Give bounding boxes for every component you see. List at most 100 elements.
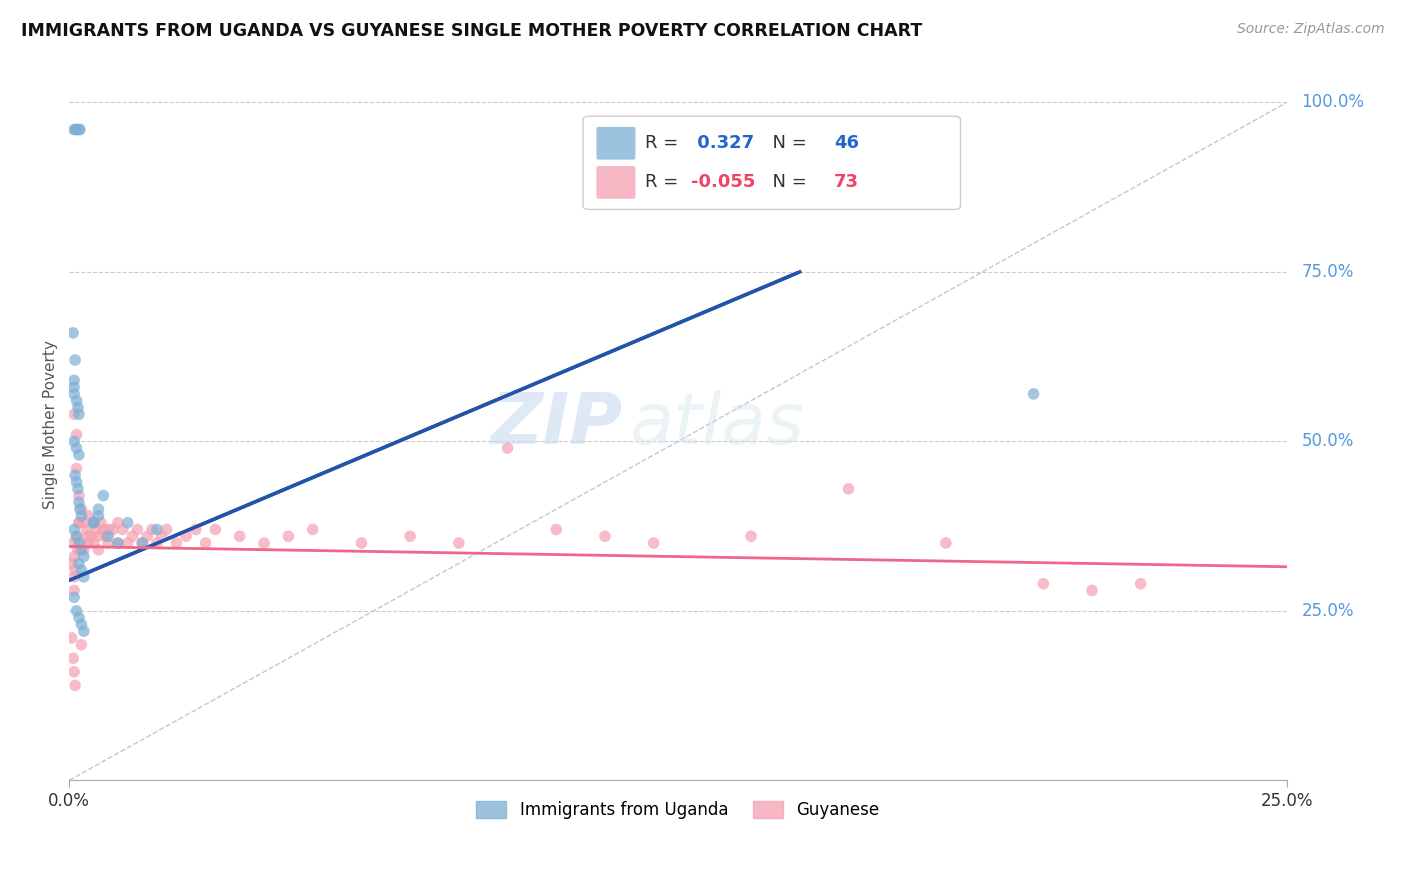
Guyanese	[496, 441, 519, 455]
Text: ZIP: ZIP	[491, 390, 623, 458]
Text: -0.055: -0.055	[692, 173, 756, 192]
Guyanese	[94, 529, 117, 543]
Guyanese	[101, 523, 124, 537]
Text: 75.0%: 75.0%	[1302, 263, 1354, 281]
Immigrants from Uganda	[87, 502, 110, 516]
Guyanese	[1081, 583, 1104, 598]
Immigrants from Uganda	[63, 373, 86, 387]
Guyanese	[87, 529, 110, 543]
Guyanese	[194, 536, 217, 550]
Text: R =: R =	[645, 135, 685, 153]
Text: 0.327: 0.327	[692, 135, 755, 153]
Text: 25.0%: 25.0%	[1302, 602, 1354, 620]
Guyanese	[91, 523, 114, 537]
Text: R =: R =	[645, 173, 685, 192]
Immigrants from Uganda	[107, 536, 129, 550]
Guyanese	[77, 508, 100, 523]
Legend: Immigrants from Uganda, Guyanese: Immigrants from Uganda, Guyanese	[470, 794, 886, 825]
Guyanese	[63, 563, 86, 577]
Immigrants from Uganda	[66, 482, 89, 496]
Immigrants from Uganda	[73, 624, 96, 639]
Immigrants from Uganda	[67, 610, 90, 624]
Guyanese	[350, 536, 373, 550]
Guyanese	[70, 502, 93, 516]
Text: Source: ZipAtlas.com: Source: ZipAtlas.com	[1237, 22, 1385, 37]
Immigrants from Uganda	[65, 475, 87, 489]
Immigrants from Uganda	[97, 529, 120, 543]
Immigrants from Uganda	[65, 529, 87, 543]
Immigrants from Uganda	[63, 122, 86, 136]
Guyanese	[67, 516, 90, 530]
Immigrants from Uganda	[63, 387, 86, 401]
Guyanese	[447, 536, 470, 550]
Immigrants from Uganda	[63, 468, 86, 483]
Immigrants from Uganda	[1022, 387, 1045, 401]
Immigrants from Uganda	[146, 523, 169, 537]
Guyanese	[546, 523, 568, 537]
Guyanese	[65, 529, 87, 543]
Guyanese	[73, 542, 96, 557]
Guyanese	[70, 536, 93, 550]
Immigrants from Uganda	[63, 380, 86, 394]
Guyanese	[77, 536, 100, 550]
Guyanese	[131, 536, 153, 550]
Guyanese	[837, 482, 859, 496]
Text: N =: N =	[761, 173, 813, 192]
Guyanese	[60, 557, 83, 571]
Guyanese	[184, 523, 207, 537]
Guyanese	[87, 542, 110, 557]
Guyanese	[643, 536, 665, 550]
Text: 46: 46	[834, 135, 859, 153]
Guyanese	[76, 529, 98, 543]
Guyanese	[62, 651, 84, 665]
Guyanese	[63, 583, 86, 598]
Immigrants from Uganda	[67, 407, 90, 421]
Immigrants from Uganda	[63, 591, 86, 605]
Immigrants from Uganda	[65, 604, 87, 618]
Guyanese	[204, 523, 226, 537]
Guyanese	[60, 631, 83, 645]
Immigrants from Uganda	[63, 434, 86, 449]
Immigrants from Uganda	[83, 516, 105, 530]
Guyanese	[117, 536, 139, 550]
Guyanese	[83, 516, 105, 530]
Guyanese	[111, 523, 134, 537]
Guyanese	[73, 516, 96, 530]
Guyanese	[136, 529, 159, 543]
Immigrants from Uganda	[62, 326, 84, 340]
Text: atlas: atlas	[630, 390, 804, 458]
Immigrants from Uganda	[63, 353, 86, 368]
Guyanese	[62, 536, 84, 550]
Immigrants from Uganda	[65, 393, 87, 408]
FancyBboxPatch shape	[583, 116, 960, 210]
Guyanese	[127, 523, 149, 537]
Immigrants from Uganda	[70, 542, 93, 557]
Guyanese	[165, 536, 187, 550]
Immigrants from Uganda	[83, 516, 105, 530]
Immigrants from Uganda	[131, 536, 153, 550]
Immigrants from Uganda	[67, 122, 90, 136]
Guyanese	[141, 523, 163, 537]
Guyanese	[97, 536, 120, 550]
Guyanese	[1032, 576, 1054, 591]
Immigrants from Uganda	[67, 557, 90, 571]
Guyanese	[593, 529, 616, 543]
Immigrants from Uganda	[73, 570, 96, 584]
FancyBboxPatch shape	[596, 127, 636, 160]
Guyanese	[63, 678, 86, 692]
Immigrants from Uganda	[70, 617, 93, 632]
Guyanese	[150, 529, 173, 543]
Immigrants from Uganda	[63, 523, 86, 537]
Guyanese	[63, 665, 86, 679]
Text: N =: N =	[761, 135, 813, 153]
Guyanese	[146, 536, 169, 550]
Text: 73: 73	[834, 173, 859, 192]
Guyanese	[75, 523, 97, 537]
Immigrants from Uganda	[66, 401, 89, 415]
Guyanese	[65, 427, 87, 442]
Guyanese	[107, 536, 129, 550]
Guyanese	[67, 516, 90, 530]
Guyanese	[301, 523, 323, 537]
Immigrants from Uganda	[65, 122, 87, 136]
Guyanese	[1129, 576, 1152, 591]
